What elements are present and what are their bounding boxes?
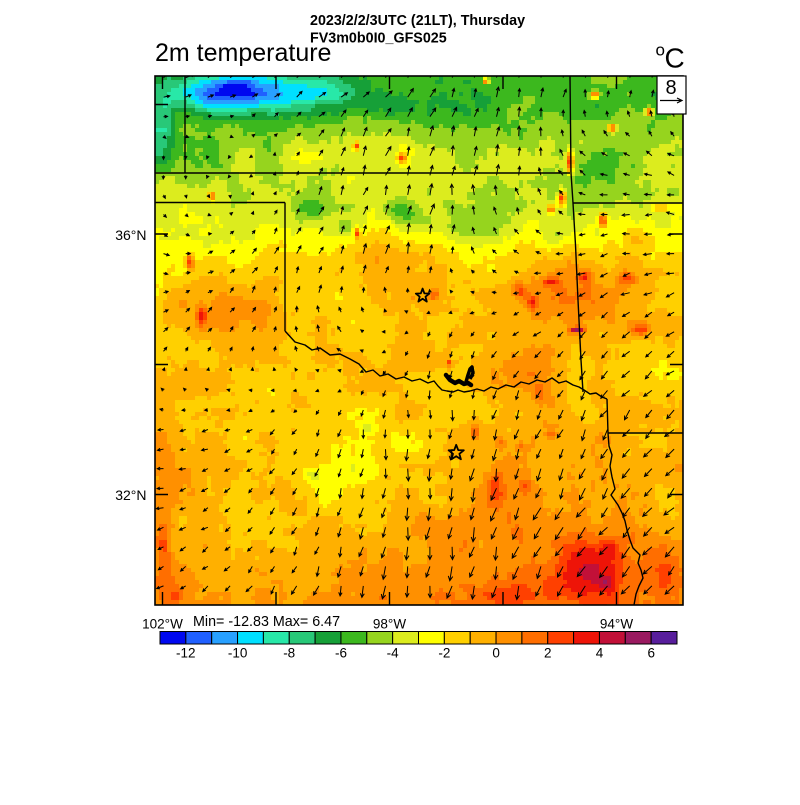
svg-text:Min= -12.83 Max= 6.47: Min= -12.83 Max= 6.47 [193, 614, 340, 630]
svg-text:C: C [665, 43, 685, 74]
svg-text:98°W: 98°W [373, 617, 406, 632]
svg-text:FV3m0b0I0_GFS025: FV3m0b0I0_GFS025 [310, 31, 447, 47]
svg-text:32°N: 32°N [115, 487, 146, 503]
svg-text:-12: -12 [176, 646, 196, 661]
svg-text:-4: -4 [387, 646, 399, 661]
svg-text:-2: -2 [438, 646, 450, 661]
svg-text:4: 4 [596, 646, 604, 661]
svg-text:-10: -10 [228, 646, 248, 661]
svg-text:6: 6 [647, 646, 655, 661]
svg-text:0: 0 [492, 646, 500, 661]
svg-text:o: o [656, 41, 665, 60]
svg-text:2023/2/2/3UTC (21LT), Thursday: 2023/2/2/3UTC (21LT), Thursday [310, 13, 525, 29]
svg-text:8: 8 [665, 77, 676, 99]
svg-text:102°W: 102°W [142, 617, 183, 632]
svg-text:94°W: 94°W [600, 617, 633, 632]
svg-text:36°N: 36°N [115, 227, 146, 243]
svg-text:-6: -6 [335, 646, 347, 661]
svg-text:2m temperature: 2m temperature [155, 39, 331, 67]
svg-text:2: 2 [544, 646, 552, 661]
svg-text:-8: -8 [283, 646, 295, 661]
